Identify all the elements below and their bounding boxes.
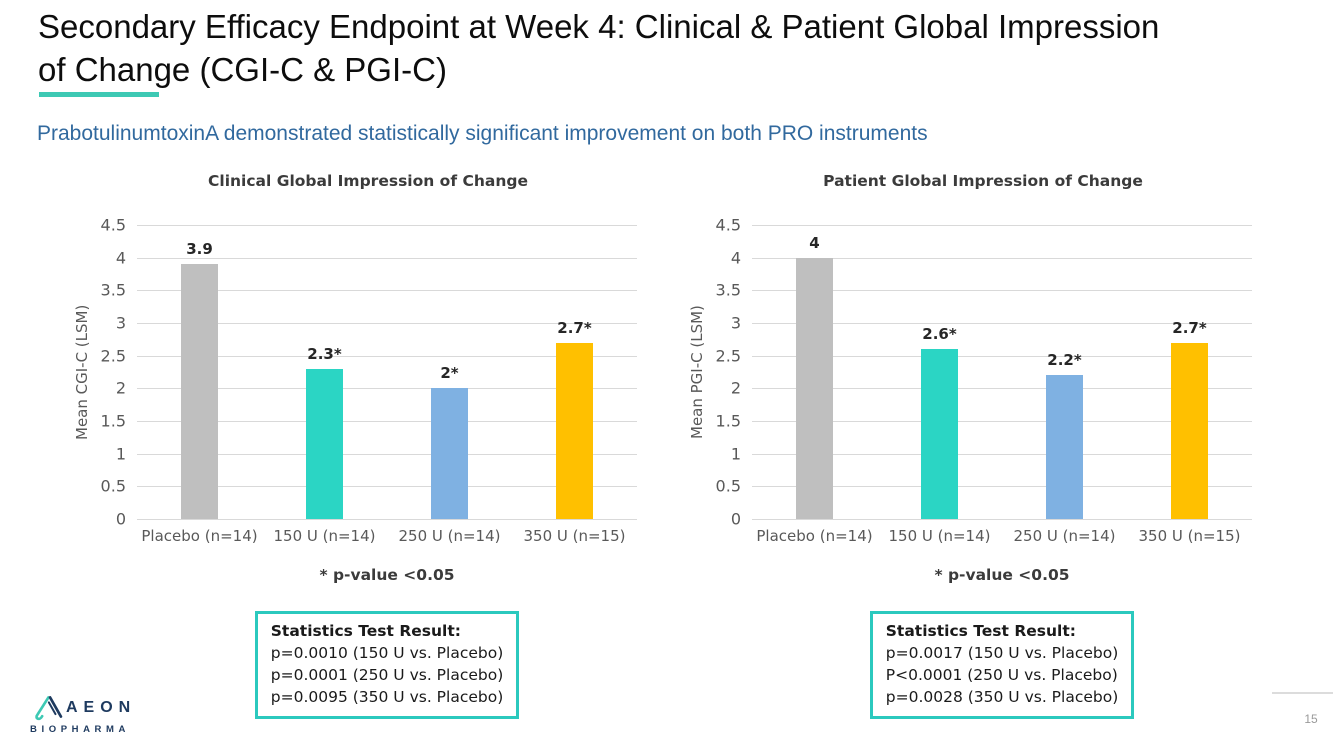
bar <box>921 349 958 519</box>
x-axis-labels: Placebo (n=14) 150 U (n=14) 250 U (n=14) 35… <box>752 527 1252 545</box>
title-accent-underline <box>39 92 159 97</box>
y-tick-label: 0 <box>730 509 741 529</box>
slide-subtitle: PrabotulinumtoxinA demonstrated statisti… <box>37 122 928 145</box>
logo-subtext: BIOPHARMA <box>30 724 130 735</box>
y-tick-label: 2 <box>730 378 741 398</box>
bar-value-label: 2.3* <box>307 344 342 363</box>
x-tick-label: 250 U (n=14) <box>398 527 501 545</box>
x-tick-label: Placebo (n=14) <box>756 527 873 545</box>
y-tick-label: 1.5 <box>715 411 741 431</box>
y-tick-label: 1 <box>730 444 741 464</box>
plot-area: Mean PGI-C (LSM) 4.5 4 3.5 3 2.5 2 1.5 1 0.5 0 4 2.… <box>688 216 1252 529</box>
x-tick-label: 350 U (n=15) <box>1138 527 1241 545</box>
gridline <box>137 290 637 292</box>
aeon-biopharma-logo: AEON BIOPHARMA <box>30 690 180 742</box>
y-tick-label: 0 <box>115 509 126 529</box>
bar-value-label: 2* <box>440 364 459 383</box>
bar-value-label: 4 <box>809 233 820 252</box>
x-axis-labels: Placebo (n=14) 150 U (n=14) 250 U (n=14) 35… <box>137 527 637 545</box>
y-tick-label: 2.5 <box>715 346 741 366</box>
gridline <box>137 355 637 357</box>
bar-value-label: 2.7* <box>557 318 592 337</box>
pgi-c-chart: Patient Global Impression of Change Mean… <box>688 170 1263 730</box>
stats-box: Statistics Test Result: p=0.0010 (150 U … <box>254 611 520 719</box>
y-tick-label: 4 <box>115 248 126 268</box>
stats-line: p=0.0017 (150 U vs. Placebo) <box>885 644 1119 662</box>
gridline <box>752 486 1252 488</box>
gridline <box>752 257 1252 259</box>
gridline <box>752 421 1252 422</box>
gridline <box>752 355 1252 357</box>
stats-box-heading: Statistics Test Result: <box>885 622 1076 640</box>
gridline <box>137 486 637 488</box>
y-axis-label: Mean PGI-C (LSM) <box>688 305 706 439</box>
y-tick-label: 3 <box>730 313 741 333</box>
gridline <box>137 257 637 259</box>
y-tick-label: 2.5 <box>100 346 126 366</box>
stats-line: p=0.0001 (250 U vs. Placebo) <box>270 666 504 684</box>
p-value-note: * p-value <0.05 <box>319 566 455 584</box>
bar <box>796 257 833 519</box>
y-tick-label: 1 <box>115 444 126 464</box>
chart-title: Clinical Global Impression of Change <box>208 172 528 190</box>
stats-box: Statistics Test Result: p=0.0017 (150 U … <box>869 611 1135 719</box>
gridline <box>137 453 637 455</box>
gridline <box>752 323 1252 324</box>
page-number: 15 <box>1304 712 1318 726</box>
y-tick-label: 1.5 <box>100 411 126 431</box>
y-tick-label: 4.5 <box>715 215 741 235</box>
x-tick-label: Placebo (n=14) <box>141 527 258 545</box>
footer-divider <box>1272 692 1333 694</box>
gridline <box>752 225 1252 226</box>
stats-line: p=0.0095 (350 U vs. Placebo) <box>270 688 504 706</box>
y-tick-label: 0.5 <box>100 476 126 496</box>
gridline <box>752 388 1252 390</box>
gridline <box>137 225 637 226</box>
y-tick-label: 3 <box>115 313 126 333</box>
y-tick-label: 4.5 <box>100 215 126 235</box>
y-tick-label: 4 <box>730 248 741 268</box>
chart-title: Patient Global Impression of Change <box>823 172 1143 190</box>
y-tick-label: 3.5 <box>715 280 741 300</box>
stats-line: P<0.0001 (250 U vs. Placebo) <box>885 666 1118 684</box>
y-tick-label: 3.5 <box>100 280 126 300</box>
cgi-c-chart: Clinical Global Impression of Change Mea… <box>73 170 648 730</box>
x-tick-label: 250 U (n=14) <box>1013 527 1116 545</box>
stats-line: p=0.0028 (350 U vs. Placebo) <box>885 688 1119 706</box>
gridline <box>137 421 637 422</box>
slide-title: Secondary Efficacy Endpoint at Week 4: C… <box>38 8 1160 88</box>
bar <box>1171 342 1208 519</box>
gridline <box>137 388 637 390</box>
y-tick-label: 0.5 <box>715 476 741 496</box>
bar <box>556 342 593 519</box>
plot-area: Mean CGI-C (LSM) 4.5 4 3.5 3 2.5 2 1.5 1 0.5 0 3.9… <box>73 216 637 529</box>
gridline <box>137 323 637 324</box>
x-tick-label: 150 U (n=14) <box>888 527 991 545</box>
y-axis-label: Mean CGI-C (LSM) <box>73 304 91 440</box>
stats-box-heading: Statistics Test Result: <box>270 622 461 640</box>
gridline <box>752 519 1252 520</box>
bar <box>1046 375 1083 519</box>
logo-text: AEON <box>66 699 137 716</box>
gridline <box>137 519 637 520</box>
x-tick-label: 150 U (n=14) <box>273 527 376 545</box>
bar-value-label: 2.7* <box>1172 318 1207 337</box>
y-tick-label: 2 <box>115 378 126 398</box>
bar <box>181 264 218 519</box>
x-tick-label: 350 U (n=15) <box>523 527 626 545</box>
aeon-logo-mark-icon <box>35 696 63 721</box>
bar <box>431 388 468 519</box>
gridline <box>752 290 1252 292</box>
gridline <box>752 453 1252 455</box>
bar-value-label: 2.2* <box>1047 351 1082 370</box>
bar-value-label: 3.9 <box>186 240 213 259</box>
bar-value-label: 2.6* <box>922 325 957 344</box>
bar <box>306 368 343 519</box>
stats-line: p=0.0010 (150 U vs. Placebo) <box>270 644 504 662</box>
p-value-note: * p-value <0.05 <box>934 566 1070 584</box>
